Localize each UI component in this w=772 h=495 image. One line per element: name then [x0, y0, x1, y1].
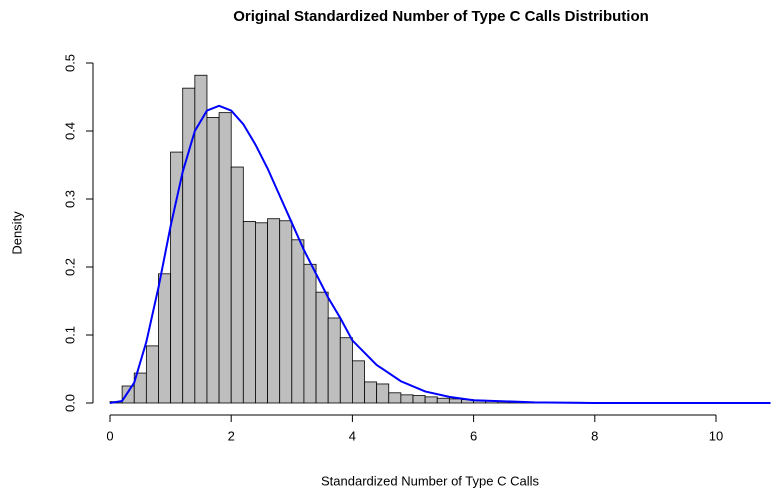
- x-tick-label: 8: [591, 428, 598, 443]
- x-tick-label: 4: [349, 428, 356, 443]
- y-axis-label: Density: [9, 211, 24, 255]
- y-tick-label: 0.5: [62, 54, 77, 72]
- bar: [255, 222, 268, 404]
- bar: [412, 395, 426, 404]
- bar: [351, 360, 365, 404]
- y-tick-label: 0.3: [62, 190, 77, 208]
- bar: [327, 317, 341, 404]
- bar: [267, 218, 281, 404]
- bar: [388, 392, 402, 404]
- y-tick-label: 0.4: [62, 122, 77, 140]
- bar: [339, 337, 353, 404]
- x-tick-label: 6: [470, 428, 477, 443]
- bar: [242, 221, 256, 404]
- bar: [364, 381, 378, 404]
- y-tick-label: 0.0: [62, 394, 77, 412]
- bar: [400, 394, 414, 404]
- bar: [448, 398, 462, 404]
- y-tick-label: 0.1: [62, 326, 77, 344]
- y-tick-label: 0.2: [62, 258, 77, 276]
- density-curve: [109, 104, 771, 404]
- bar: [424, 396, 438, 404]
- bar: [121, 385, 135, 404]
- bar: [218, 112, 232, 404]
- bar: [170, 151, 184, 404]
- bar: [194, 74, 208, 404]
- x-tick-label: 0: [106, 428, 113, 443]
- bar: [436, 397, 450, 404]
- bar: [315, 291, 329, 404]
- bar: [230, 166, 244, 404]
- bar: [279, 220, 293, 404]
- bar: [158, 273, 171, 404]
- chart-title: Original Standardized Number of Type C C…: [233, 8, 649, 25]
- bar: [206, 117, 220, 404]
- x-axis-label: Standardized Number of Type C Calls: [321, 473, 539, 488]
- bar: [303, 263, 317, 404]
- x-tick-label: 2: [228, 428, 235, 443]
- bar: [291, 239, 305, 404]
- bar: [376, 383, 390, 404]
- bar: [145, 345, 159, 404]
- x-tick-label: 10: [709, 428, 723, 443]
